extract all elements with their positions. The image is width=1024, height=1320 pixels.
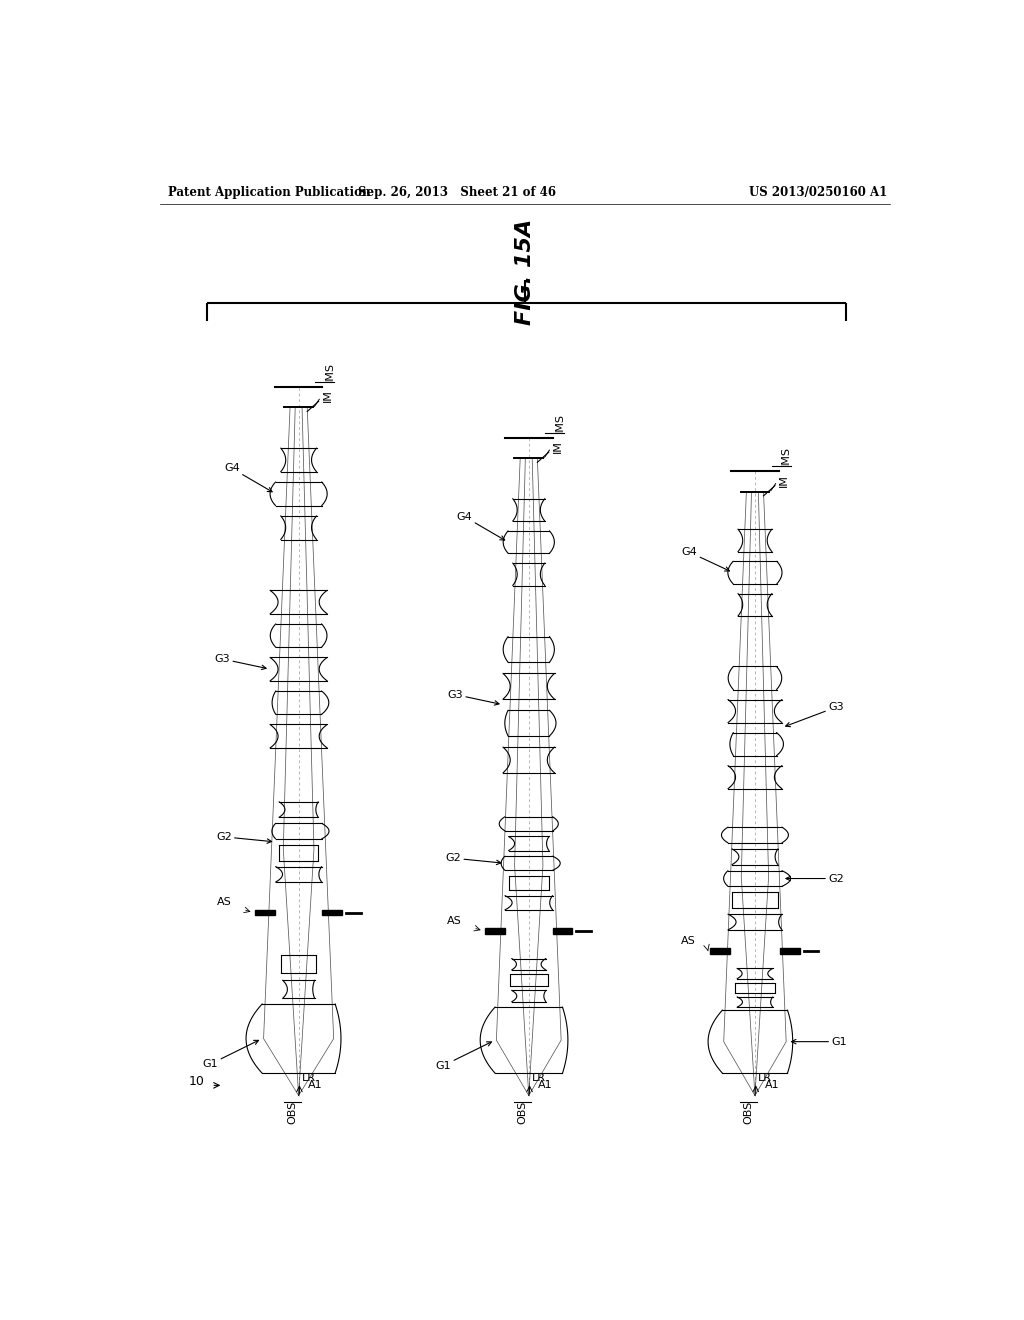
Text: A1: A1 — [539, 1080, 553, 1090]
Text: IM: IM — [323, 389, 333, 403]
Text: A1: A1 — [765, 1080, 779, 1090]
Text: G1: G1 — [792, 1036, 847, 1047]
Text: G2: G2 — [786, 874, 844, 883]
Text: IMS: IMS — [781, 446, 792, 466]
Text: G4: G4 — [224, 463, 272, 492]
Text: IM: IM — [553, 441, 562, 453]
Text: LR: LR — [531, 1073, 546, 1084]
Bar — [780, 948, 800, 954]
Text: G2: G2 — [216, 832, 271, 843]
Text: OBS: OBS — [288, 1101, 297, 1123]
Text: LR: LR — [302, 1073, 315, 1084]
Text: G3: G3 — [447, 689, 499, 705]
Text: AS: AS — [216, 898, 231, 907]
Text: LR: LR — [758, 1073, 772, 1084]
Text: AS: AS — [446, 916, 461, 925]
Text: G4: G4 — [457, 512, 505, 540]
Text: IMS: IMS — [555, 413, 565, 433]
Text: IMS: IMS — [325, 362, 335, 381]
Bar — [553, 928, 572, 933]
Text: FIG. 15A: FIG. 15A — [515, 219, 535, 325]
Text: G3: G3 — [215, 653, 266, 669]
Text: Patent Application Publication: Patent Application Publication — [168, 186, 371, 199]
Text: US 2013/0250160 A1: US 2013/0250160 A1 — [750, 186, 888, 199]
Bar — [710, 948, 729, 954]
Text: G1: G1 — [203, 1040, 258, 1069]
Text: OBS: OBS — [743, 1101, 754, 1123]
Text: IM: IM — [779, 474, 788, 487]
Bar — [255, 909, 274, 915]
Bar — [485, 928, 505, 933]
Text: AS: AS — [681, 936, 695, 946]
Text: G1: G1 — [435, 1041, 492, 1071]
Text: G4: G4 — [682, 548, 729, 572]
Text: G2: G2 — [445, 853, 501, 865]
Bar — [323, 909, 342, 915]
Text: G3: G3 — [785, 702, 844, 727]
Text: Sep. 26, 2013   Sheet 21 of 46: Sep. 26, 2013 Sheet 21 of 46 — [358, 186, 556, 199]
Text: A1: A1 — [308, 1080, 323, 1090]
Text: OBS: OBS — [517, 1101, 527, 1123]
Text: 10: 10 — [189, 1074, 205, 1088]
